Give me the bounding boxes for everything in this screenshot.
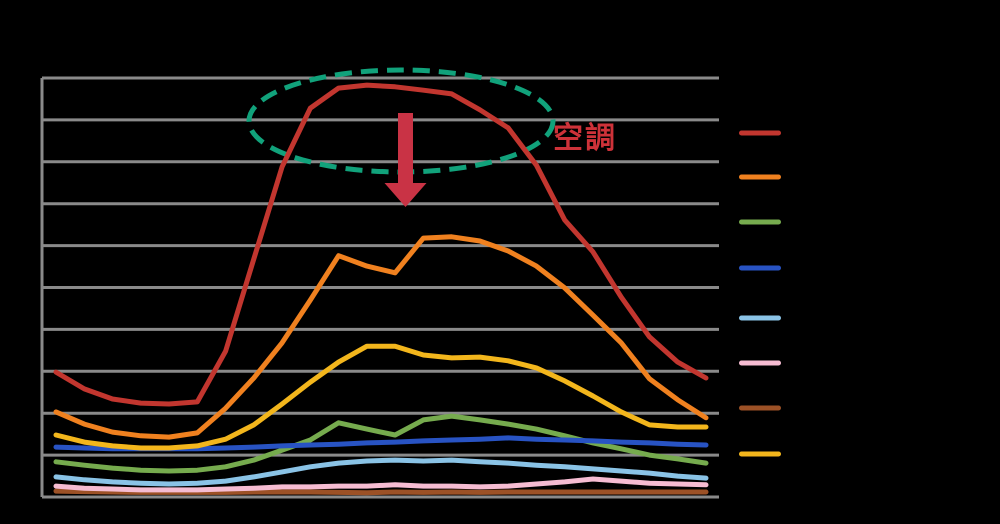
legend-marker-blue: [739, 265, 781, 271]
legend-marker-sky: [739, 315, 781, 321]
series-orange-line: [53, 234, 709, 440]
down-arrow-icon: [384, 113, 427, 207]
series-green-line: [53, 413, 709, 474]
annotation-label-kuuchou: 空調: [553, 122, 617, 155]
legend-marker-brown: [739, 405, 781, 411]
legend-marker-yellow: [739, 451, 781, 457]
series-red-line: [53, 82, 709, 407]
legend-marker-orange: [739, 174, 781, 180]
series-pink-line: [53, 476, 709, 493]
series-yellow-line: [53, 343, 709, 451]
legend-marker-green: [739, 219, 781, 225]
series-sky-line: [53, 457, 709, 487]
legend-marker-red: [739, 130, 781, 136]
legend-marker-pink: [739, 360, 781, 366]
